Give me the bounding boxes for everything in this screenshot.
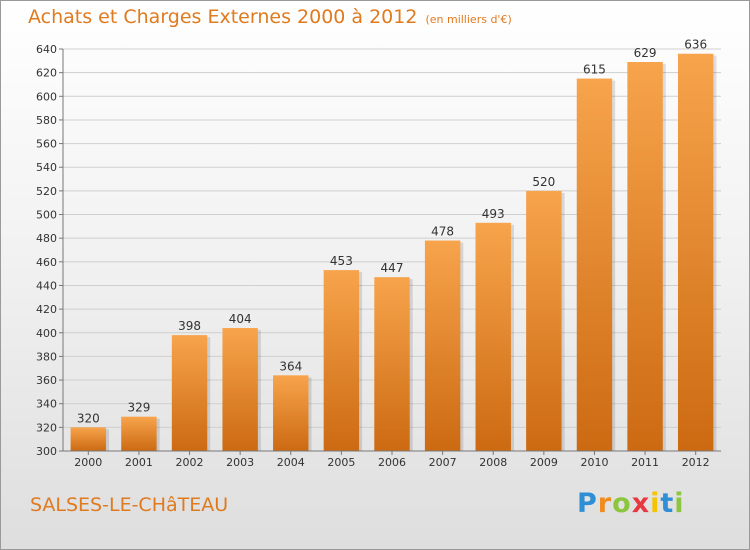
unit-note: (en milliers d'€) <box>425 13 512 26</box>
x-tick-label: 2006 <box>378 456 406 469</box>
logo-letter: P <box>577 488 598 519</box>
bar <box>70 427 107 451</box>
y-tick-label: 640 <box>36 43 57 56</box>
y-tick-label: 340 <box>36 398 57 411</box>
x-tick-label: 2004 <box>277 456 305 469</box>
y-tick-label: 620 <box>36 67 57 80</box>
y-axis: 300 320 340 360 380 400 420 440 460 480 500 520 540 5… <box>36 43 64 458</box>
bar-value-label: 364 <box>279 359 302 373</box>
x-tick-label: 2009 <box>530 456 558 469</box>
x-tick-label: 2011 <box>631 456 659 469</box>
bar <box>677 53 714 452</box>
bar <box>222 328 258 451</box>
bar-value-label: 329 <box>127 401 150 415</box>
bar <box>424 240 461 451</box>
y-tick-label: 480 <box>36 232 57 245</box>
logo-letter: r <box>597 488 613 519</box>
y-tick-label: 400 <box>36 327 57 340</box>
bar-value-label: 320 <box>77 411 100 425</box>
proxiti-logo: Proxiti <box>577 488 685 519</box>
logo-letter: i <box>674 488 685 519</box>
bar-value-label: 404 <box>229 312 252 326</box>
commune-name: SALSES-LE-CHâTEAU <box>30 494 229 516</box>
bar <box>374 277 410 451</box>
bar-value-label: 453 <box>330 254 353 268</box>
bar <box>273 375 309 451</box>
x-tick-label: 2005 <box>327 456 355 469</box>
y-tick-label: 580 <box>36 114 57 127</box>
y-tick-label: 440 <box>36 279 57 292</box>
y-tick-label: 560 <box>36 138 57 151</box>
chart-title: Achats et Charges Externes 2000 à 2012 (e… <box>28 6 512 28</box>
y-tick-label: 380 <box>36 350 57 363</box>
logo-letter: o <box>612 488 632 519</box>
y-tick-label: 600 <box>36 90 57 103</box>
x-tick-label: 2008 <box>479 456 507 469</box>
bar-value-label: 636 <box>684 38 707 52</box>
bar-value-label: 520 <box>532 175 555 189</box>
chart-title-text: Achats et Charges Externes 2000 à 2012 <box>28 6 418 28</box>
y-tick-label: 520 <box>36 185 57 198</box>
x-tick-label: 2000 <box>74 456 102 469</box>
bar-value-label: 615 <box>583 63 606 77</box>
bar <box>171 335 208 451</box>
bars: 320 329 398 404 364 453 447 478 493 520 615 629 636 <box>70 38 717 452</box>
bar <box>475 222 511 451</box>
logo-letter: t <box>660 488 675 519</box>
y-tick-label: 300 <box>36 445 57 458</box>
bar-value-label: 447 <box>381 261 404 275</box>
x-tick-label: 2002 <box>176 456 204 469</box>
x-tick-label: 2012 <box>682 456 710 469</box>
y-tick-label: 540 <box>36 161 57 174</box>
bar-value-label: 629 <box>634 46 657 60</box>
x-tick-label: 2001 <box>125 456 153 469</box>
y-tick-label: 500 <box>36 209 57 222</box>
bar <box>526 190 562 451</box>
bar <box>576 78 613 451</box>
x-tick-label: 2010 <box>580 456 608 469</box>
x-tick-label: 2007 <box>429 456 457 469</box>
bar-value-label: 493 <box>482 207 505 221</box>
logo-letter: i <box>650 488 661 519</box>
x-tick-label: 2003 <box>226 456 254 469</box>
bar <box>323 270 360 451</box>
x-axis: 2000 2001 2002 2003 2004 2005 2006 2007 2008 2009… <box>63 450 721 469</box>
y-tick-label: 360 <box>36 374 57 387</box>
bar <box>627 62 663 451</box>
bar-value-label: 478 <box>431 225 454 239</box>
y-tick-label: 460 <box>36 256 57 269</box>
logo-letter: x <box>631 488 651 519</box>
bar-value-label: 398 <box>178 319 201 333</box>
y-tick-label: 320 <box>36 421 57 434</box>
y-tick-label: 420 <box>36 303 57 316</box>
bar <box>121 416 157 451</box>
